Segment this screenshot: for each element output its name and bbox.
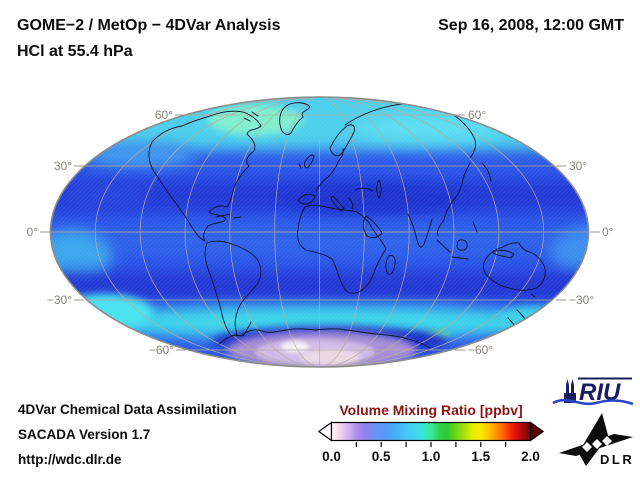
- colorbar: [318, 421, 544, 447]
- colorbar-tick-label: 1.5: [471, 449, 491, 464]
- plot-subtitle: HCl at 55.4 hPa: [17, 43, 133, 60]
- colorbar-tick-label: 2.0: [521, 449, 540, 464]
- lat-label-left-m30: −30°: [46, 293, 72, 307]
- lat-label-right-m30: −30°: [569, 293, 595, 307]
- hcl-field-layer: [50, 97, 589, 367]
- plot-datetime: Sep 16, 2008, 12:00 GMT: [438, 17, 624, 34]
- riu-logo: RIU: [552, 377, 634, 406]
- lat-label-right-60: 60°: [468, 108, 487, 122]
- map-rim: [49, 96, 590, 368]
- lat-label-left-m60: −60°: [148, 343, 174, 357]
- footer-line-url: http://wdc.dlr.de: [18, 452, 122, 467]
- colorbar-left-arrow: [318, 421, 333, 442]
- lat-label-right-30: 30°: [569, 159, 588, 173]
- colorbar-tick-label: 1.0: [421, 449, 441, 464]
- dlr-text: DLR: [600, 452, 634, 467]
- colorbar-title: Volume Mixing Ratio [ppbv]: [339, 402, 523, 418]
- colorbar-tick-labels: 0.0 0.5 1.0 1.5 2.0: [318, 449, 544, 465]
- plot-title: GOME−2 / MetOp − 4DVar Analysis: [17, 17, 281, 34]
- lat-label-right-0: 0°: [602, 225, 614, 239]
- dlr-logo: DLR: [559, 413, 634, 467]
- footer-line-assimilation: 4DVar Chemical Data Assimilation: [18, 402, 237, 417]
- colorbar-tick-label: 0.0: [322, 449, 341, 464]
- riu-wave-icon: [552, 398, 634, 406]
- lat-label-left-30: 30°: [53, 159, 72, 173]
- colorbar-right-arrow: [529, 421, 544, 442]
- latitude-ticks: [40, 114, 600, 351]
- colorbar-tick-label: 0.5: [371, 449, 391, 464]
- dlr-mark-icon: [559, 413, 633, 466]
- lat-label-left-60: 60°: [154, 108, 173, 122]
- riu-cathedral-icon: [564, 379, 576, 403]
- footer-line-version: SACADA Version 1.7: [18, 427, 151, 442]
- graticule: [50, 97, 589, 367]
- lat-label-right-m60: −60°: [468, 343, 494, 357]
- lat-label-left-0: 0°: [26, 225, 38, 239]
- colorbar-minor-ticks: [355, 442, 507, 447]
- colorbar-gradient: [330, 421, 532, 442]
